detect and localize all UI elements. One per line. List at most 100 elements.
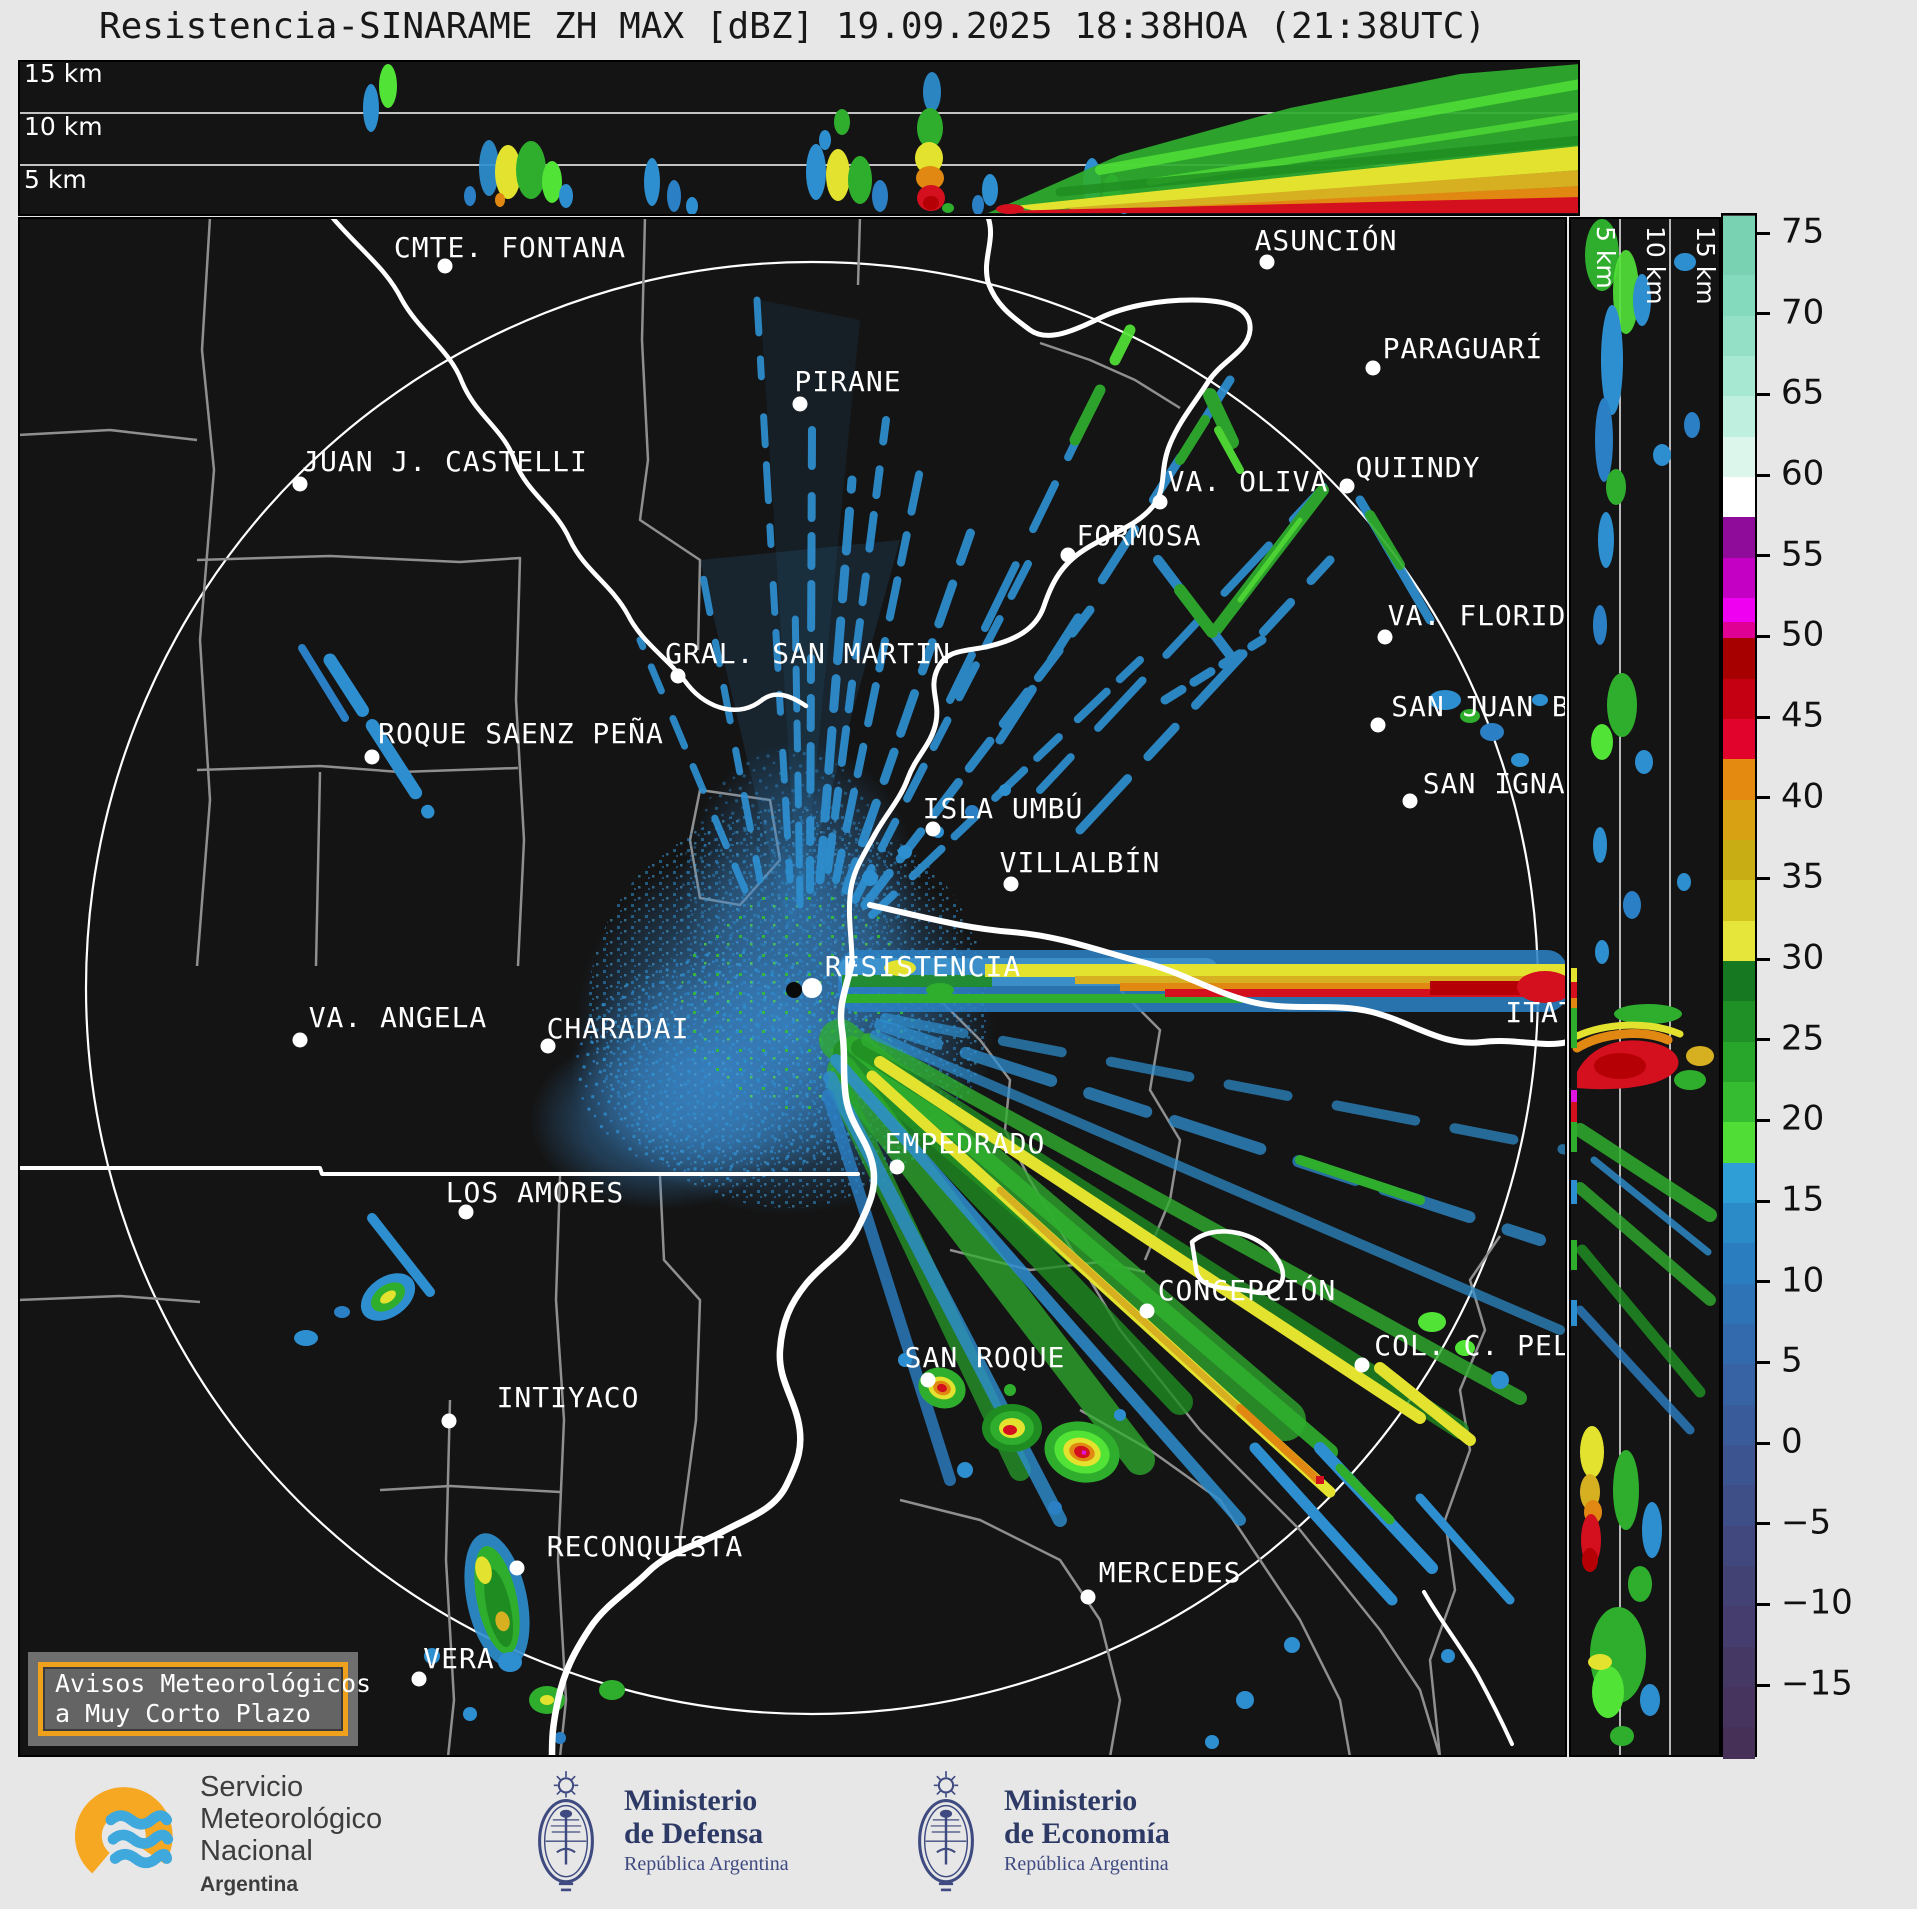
colorbar-segment-25-27.5-dbz (1723, 1001, 1755, 1043)
city-label-paraguar-: PARAGUARÍ (1383, 331, 1544, 365)
colorbar-tick-label-50: 50 (1781, 614, 1825, 655)
colorbar-segment-20-22.5-dbz (1723, 1082, 1755, 1124)
colorbar-segment-32.5-35-dbz (1723, 880, 1755, 922)
top-cross-section-plot: 15 km 10 km 5 km (18, 60, 1580, 216)
colorbar-segment-15-17.5-dbz (1723, 1162, 1755, 1204)
colorbar-tick-mark-0 (1757, 1441, 1770, 1445)
colorbar-segment--5--2.5-dbz (1723, 1485, 1755, 1527)
city-dot-juan-j-castelli (292, 476, 308, 492)
colorbar-tick-label-70: 70 (1781, 292, 1825, 333)
radar-echo-north-spokes (636, 296, 1435, 919)
city-label-va-oliva: VA. OLIVA (1168, 465, 1329, 498)
smn-logo-icon (74, 1787, 174, 1885)
city-label-mercedes: MERCEDES (1099, 1556, 1242, 1589)
smn-name-line-2: Meteorológico (200, 1803, 383, 1835)
colorbar-segment-35-37.5-dbz (1723, 840, 1755, 881)
ministry-defensa-subtitle: República Argentina (624, 1853, 789, 1875)
colorbar-segment-52.5-55-dbz (1723, 557, 1755, 599)
colorbar-segment-50-51-dbz (1723, 622, 1755, 639)
city-dot-san-ignacio (1402, 793, 1418, 809)
city-dot-asunci-n (1259, 254, 1275, 270)
colorbar-segment-57.5-60-dbz (1723, 477, 1755, 518)
right-panel-label-5km: 5 km (1591, 226, 1620, 289)
city-dot-quiindy (1339, 478, 1355, 494)
city-label-san-roque: SAN ROQUE (905, 1341, 1066, 1374)
colorbar-segment--19.5--17.5-dbz (1723, 1727, 1755, 1761)
colorbar-tick-label-20: 20 (1781, 1098, 1825, 1139)
city-dot-pirane (792, 396, 808, 412)
warning-line-2: a Muy Corto Plazo (55, 1699, 311, 1728)
colorbar-segment-40-42.5-dbz (1723, 759, 1755, 801)
colorbar-tick-mark-60 (1757, 473, 1770, 477)
colorbar-tick-label-65: 65 (1781, 372, 1825, 413)
colorbar-tick-label-55: 55 (1781, 534, 1825, 575)
colorbar-tick-mark--15 (1757, 1683, 1770, 1687)
smn-name-line-1: Servicio (200, 1771, 304, 1803)
river-alto-parana (867, 902, 1567, 1047)
right-panel-label-10km: 10 km (1641, 226, 1670, 305)
city-label-san-ignacio: SAN IGNACIO (1423, 767, 1567, 800)
dbz-colorbar-ticks: 75 70 65 60 55 50 45 40 35 30 25 20 15 10 5 0 −5 −10 −15 (1757, 211, 1917, 1757)
colorbar-tick-label--10: −10 (1781, 1582, 1853, 1623)
ministry-economia-name-line-1: Ministerio (1004, 1784, 1138, 1817)
colorbar-segment-30-32.5-dbz (1723, 920, 1755, 962)
river-loop (1189, 1229, 1285, 1296)
city-dot-paraguar- (1365, 360, 1381, 376)
ministry-economia-name-line-2: de Economía (1004, 1817, 1170, 1850)
radar-echo-storm-cells (294, 644, 1548, 1744)
colorbar-segment-10-12.5-dbz (1723, 1243, 1755, 1285)
city-dot-va-florida (1377, 629, 1393, 645)
city-dot-villalb-n (1003, 876, 1019, 892)
colorbar-tick-mark-30 (1757, 957, 1770, 961)
warning-box: Avisos Meteorológicos a Muy Corto Plazo (28, 1652, 371, 1746)
colorbar-tick-label-30: 30 (1781, 937, 1825, 978)
radar-echo-southeast-fan (819, 1013, 1567, 1749)
top-panel-echoes (363, 64, 1580, 215)
city-label-resistencia: RESISTENCIA (825, 950, 1021, 983)
dbz-colorbar (1721, 213, 1757, 1761)
colorbar-segment-51-52.5-dbz (1723, 598, 1755, 623)
top-cross-section-panel: 15 km 10 km 5 km (18, 60, 1580, 216)
colorbar-segment-45-47.5-dbz (1723, 678, 1755, 720)
colorbar-tick-label-10: 10 (1781, 1260, 1825, 1301)
city-label-reconquista: RECONQUISTA (547, 1530, 743, 1563)
footer: Servicio Meteorológico Nacional Argentin… (0, 1759, 1917, 1909)
colorbar-tick-label-15: 15 (1781, 1179, 1825, 1220)
city-label-villalb-n: VILLALBÍN (1000, 845, 1161, 879)
city-label-col-c-pellegrini: COL. C. PELLEGRINI (1374, 1329, 1567, 1362)
river-bermejo (329, 217, 809, 712)
city-dot-san-juan-bautista (1370, 717, 1386, 733)
colorbar-tick-mark-55 (1757, 554, 1770, 558)
city-label-pirane: PIRANE (794, 365, 901, 398)
colorbar-tick-mark-75 (1757, 231, 1770, 235)
city-label-va-angela: VA. ANGELA (309, 1001, 488, 1034)
river-southeast (1422, 1590, 1514, 1746)
colorbar-segment-12.5-15-dbz (1723, 1203, 1755, 1245)
city-dot-cmte-fontana (437, 258, 453, 274)
argentina-coat-of-arms-icon (918, 1771, 974, 1892)
colorbar-segment-70-72.5-dbz (1723, 275, 1755, 317)
argentina-coat-of-arms-icon (538, 1771, 594, 1892)
page-title: Resistencia-SINARAME ZH MAX [dBZ] 19.09.… (98, 6, 1487, 47)
colorbar-segment-37.5-40-dbz (1723, 799, 1755, 841)
rivers (18, 217, 1567, 1757)
city-dot-vera (411, 1671, 427, 1687)
radar-site-shadow-dot (786, 982, 802, 998)
smn-name-line-3: Nacional (200, 1835, 313, 1867)
colorbar-tick-mark-40 (1757, 796, 1770, 800)
colorbar-segment--12.5--10-dbz (1723, 1606, 1755, 1648)
colorbar-segment-67.5-70-dbz (1723, 315, 1755, 357)
colorbar-tick-label-0: 0 (1781, 1421, 1803, 1462)
colorbar-tick-mark--10 (1757, 1602, 1770, 1606)
smn-logo-block: Servicio Meteorológico Nacional Argentin… (68, 1771, 382, 1901)
city-layer: CMTE. FONTANA ASUNCIÓN PIRANE PARAGUARÍ JUAN… (292, 223, 1567, 1687)
city-label-roque-saenz-pe-a: ROQUE SAENZ PEÑA (378, 716, 664, 750)
province-border-line (18, 1166, 860, 1176)
city-label-asunci-n: ASUNCIÓN (1255, 223, 1398, 257)
colorbar-segment-62.5-65-dbz (1723, 396, 1755, 438)
ministry-defensa-name-line-1: Ministerio (624, 1784, 758, 1817)
colorbar-tick-mark-35 (1757, 876, 1770, 880)
colorbar-segment--10--7.5-dbz (1723, 1566, 1755, 1608)
city-dot-isla-umb- (925, 821, 941, 837)
colorbar-segment-27.5-30-dbz (1723, 961, 1755, 1002)
